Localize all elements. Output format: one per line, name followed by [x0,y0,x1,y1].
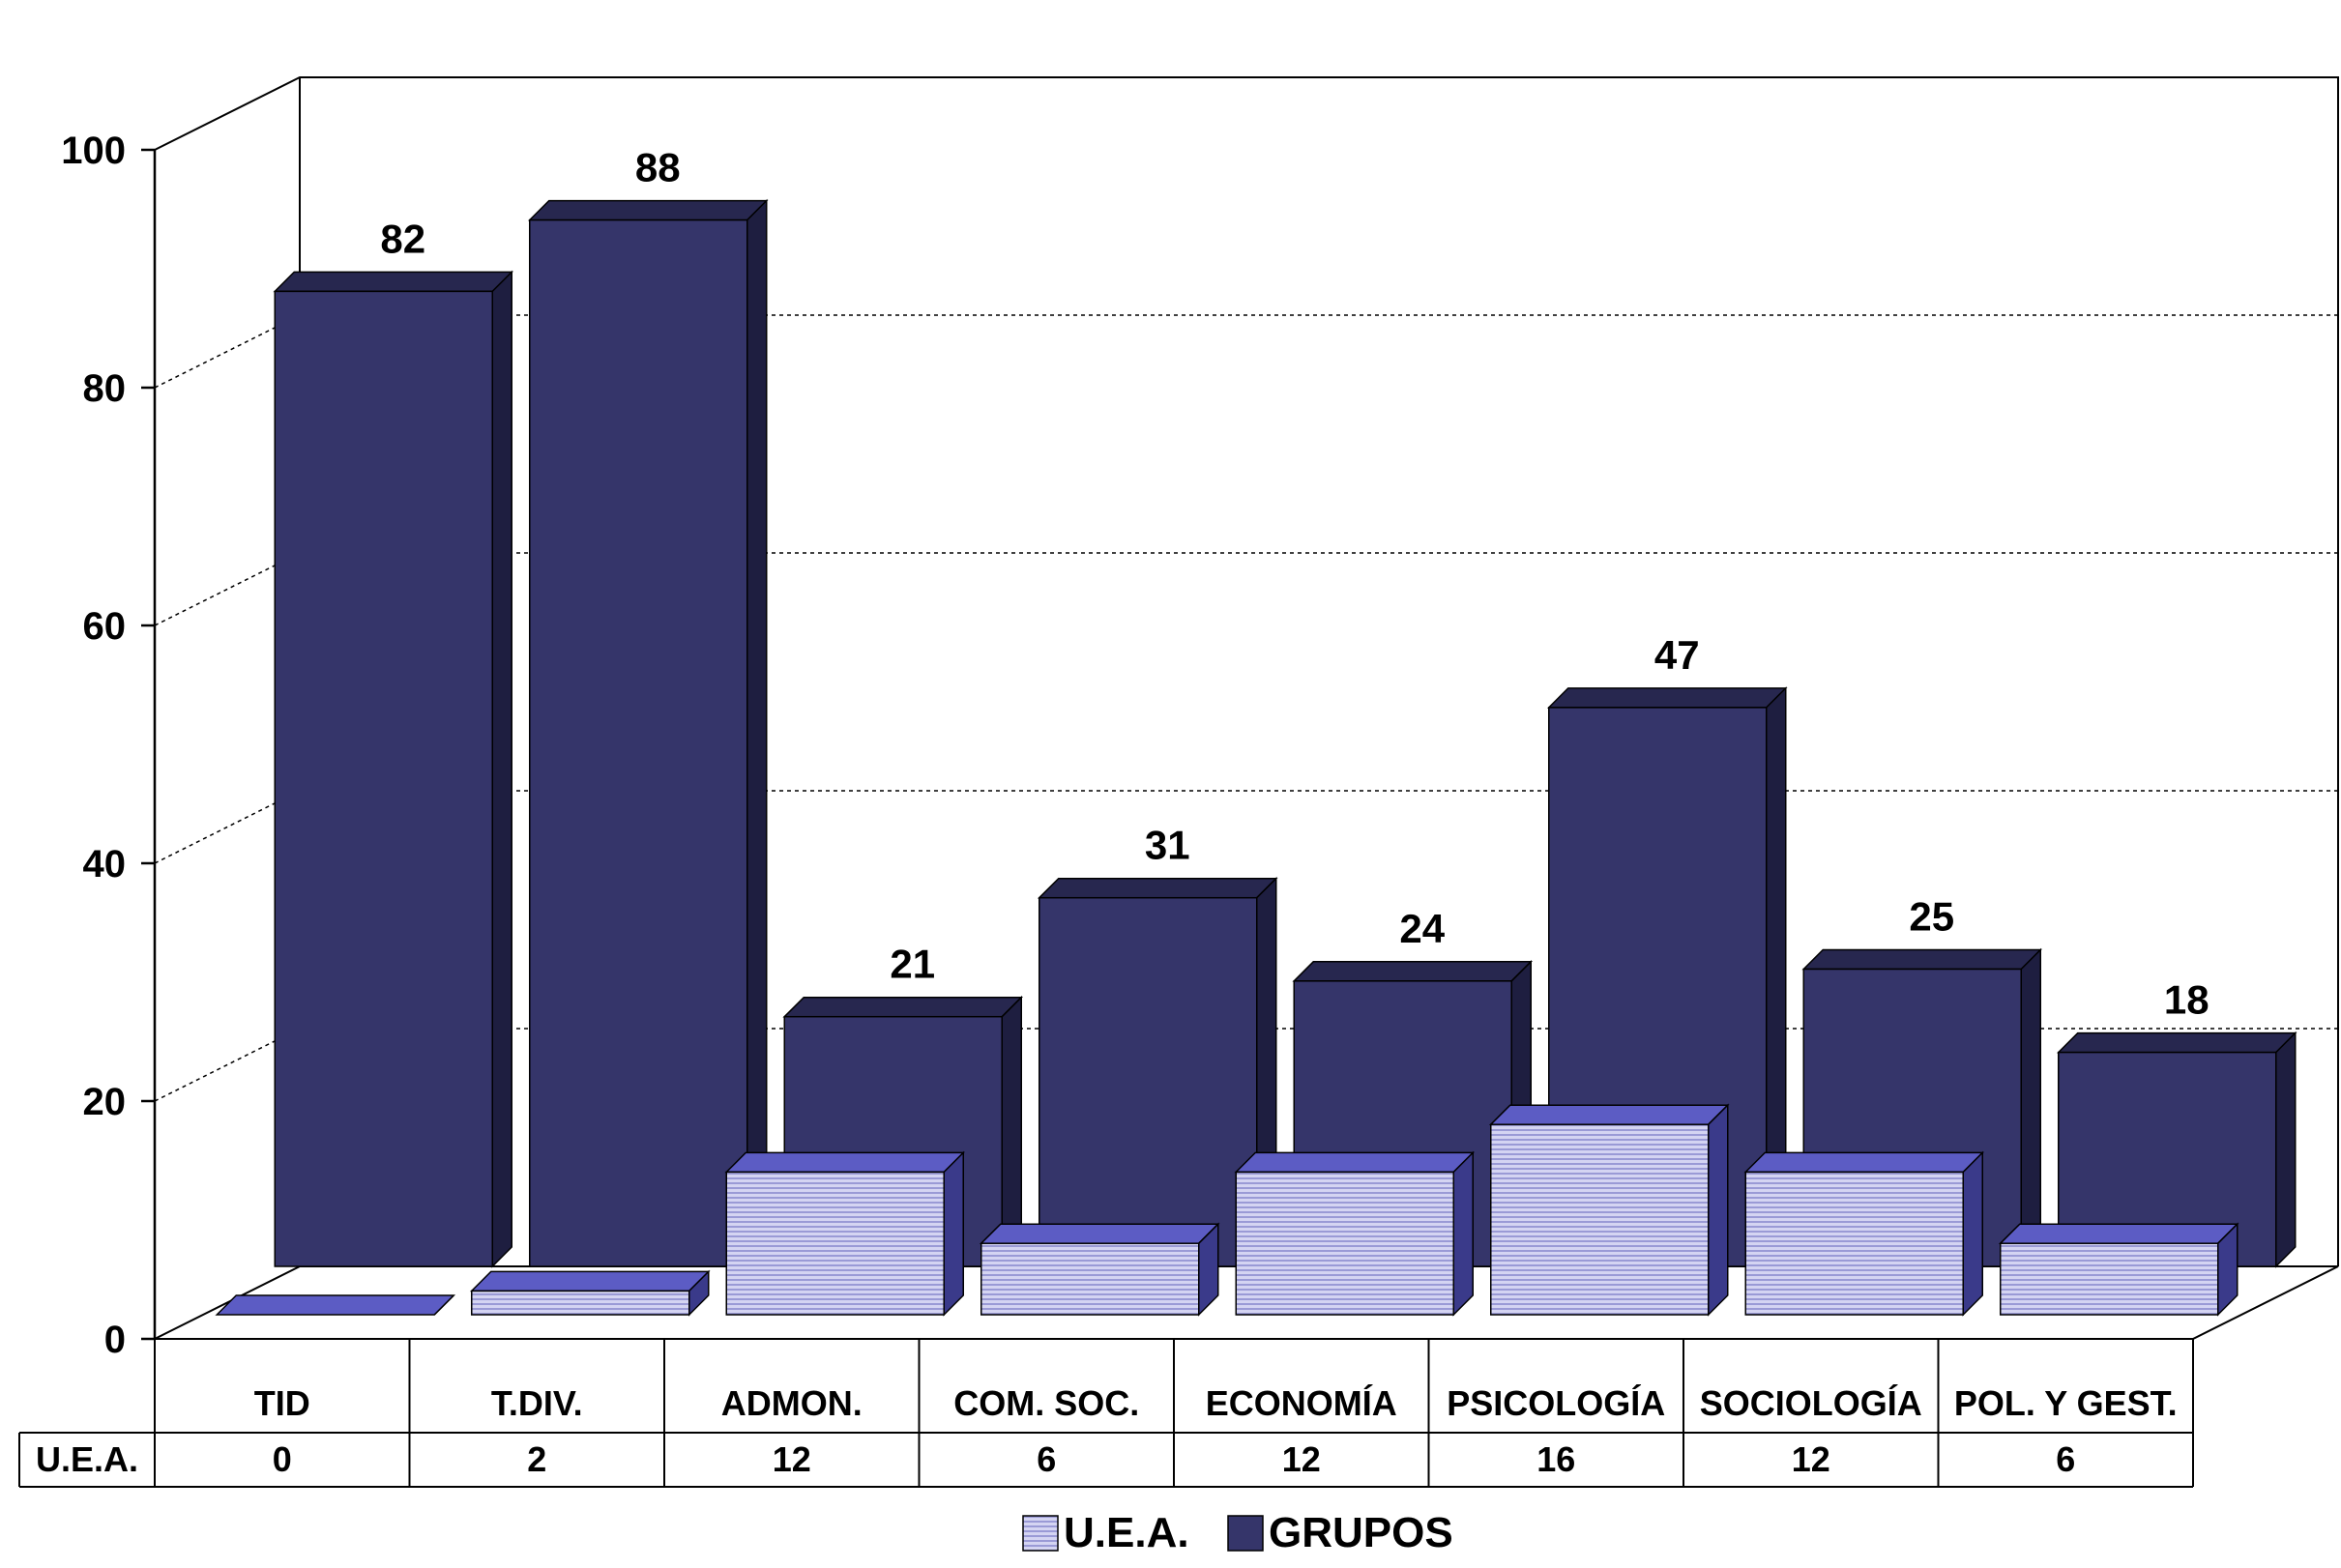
x-tick-label: TID [254,1383,310,1423]
bar-top [527,199,769,221]
bar-side [2020,947,2041,1268]
bar-uea [1998,1222,2239,1317]
data-labels: 82 88 21 31 24 47 25 18 [380,145,2209,1023]
bar-top [1234,1151,1476,1174]
legend-swatch [1227,1515,1264,1552]
bar-top [1743,1151,1985,1174]
table-cell: 6 [2056,1439,2075,1479]
bar-top [1292,961,1534,982]
bar-face [725,1171,945,1316]
bar-top [1546,687,1788,709]
bar-grupos [1037,876,1278,1268]
y-axis: 0 20 40 60 80 100 [61,130,157,1361]
bar-face [274,290,493,1267]
legend-entry-grupos: GRUPOS [1227,1509,1453,1556]
table-cell: 2 [527,1439,546,1479]
bar-top [1801,948,2043,971]
bar-side [1962,1150,1983,1317]
bar-uea [215,1294,456,1316]
legend-entry-uea: U.E.A. [1022,1509,1189,1556]
bar-top [1998,1223,2239,1244]
bar-side [2275,1031,2297,1268]
bar-face [1039,896,1258,1267]
table-cell: 12 [773,1439,811,1479]
series-front-bars [215,1103,2239,1317]
bar-uea [724,1150,966,1317]
bar-face [2000,1242,2219,1316]
bar-face [1235,1171,1454,1316]
x-tick-label: COM. SOC. [953,1383,1139,1423]
data-label-grupos: 24 [1399,906,1445,951]
bar-face [1744,1171,1964,1316]
y-tick-label: 100 [61,130,126,172]
bar-grupos [527,198,769,1268]
bar-top [469,1270,711,1292]
bar-side [943,1150,964,1317]
bar-top [724,1151,966,1174]
bar-uea [1234,1150,1476,1317]
y-tick-label: 60 [83,605,127,648]
bar-top [2056,1031,2297,1054]
bar-top [782,996,1024,1018]
y-tick-label: 0 [104,1319,126,1361]
x-tick-label: T.DIV. [491,1383,583,1423]
back-wall-outline [154,76,2339,1266]
bar-face [1490,1123,1710,1316]
bar-side [1708,1103,1729,1317]
data-table: TID T.DIV. ADMON. COM. SOC. ECONOMÍA PSICOLOG… [18,1338,2194,1488]
data-label-grupos: 31 [1145,823,1190,868]
legend-swatch [1022,1515,1059,1552]
data-label-grupos: 21 [890,942,935,987]
table-cell: 12 [1792,1439,1830,1479]
bar-face [980,1242,1200,1316]
bar-uea [1743,1150,1985,1317]
table-row-label: U.E.A. [36,1439,138,1479]
bar-face [529,218,748,1267]
data-label-grupos: 82 [380,216,425,261]
data-label-grupos: 88 [635,145,681,190]
table-cell: 16 [1536,1439,1575,1479]
x-tick-label: POL. Y GEST. [1954,1383,2178,1423]
bar-top [1037,877,1278,899]
bar-uea [469,1269,711,1317]
y-tick-label: 80 [83,367,127,410]
bar-uea [979,1222,1220,1317]
y-tick-label: 40 [83,843,127,886]
legend: U.E.A. GRUPOS [1022,1509,1453,1556]
bar-side [1452,1150,1474,1317]
bar-top [1488,1104,1730,1125]
bar-top [273,271,514,293]
data-label-grupos: 47 [1654,632,1700,678]
table-cell: 0 [273,1439,292,1479]
bar-side [491,270,512,1268]
bar-uea [1488,1103,1730,1317]
x-tick-label: PSICOLOGÍA [1447,1383,1665,1423]
data-label-grupos: 25 [1909,894,1954,940]
legend-label: U.E.A. [1064,1509,1189,1556]
legend-label: GRUPOS [1269,1509,1453,1556]
y-tick-label: 20 [83,1081,127,1123]
bar-face [471,1290,690,1316]
bar-side [746,198,768,1268]
x-tick-label: SOCIOLOGÍA [1700,1383,1922,1423]
x-tick-label: ECONOMÍA [1206,1383,1397,1423]
bar-grupos [273,270,514,1268]
bar-top [979,1223,1220,1244]
series-back-bars [273,198,2297,1268]
data-label-grupos: 18 [2164,977,2209,1023]
table-cell: 12 [1282,1439,1321,1479]
bar-side [433,1294,454,1316]
bar-top [215,1294,456,1316]
table-cell: 6 [1037,1439,1056,1479]
x-tick-label: ADMON. [721,1383,863,1423]
